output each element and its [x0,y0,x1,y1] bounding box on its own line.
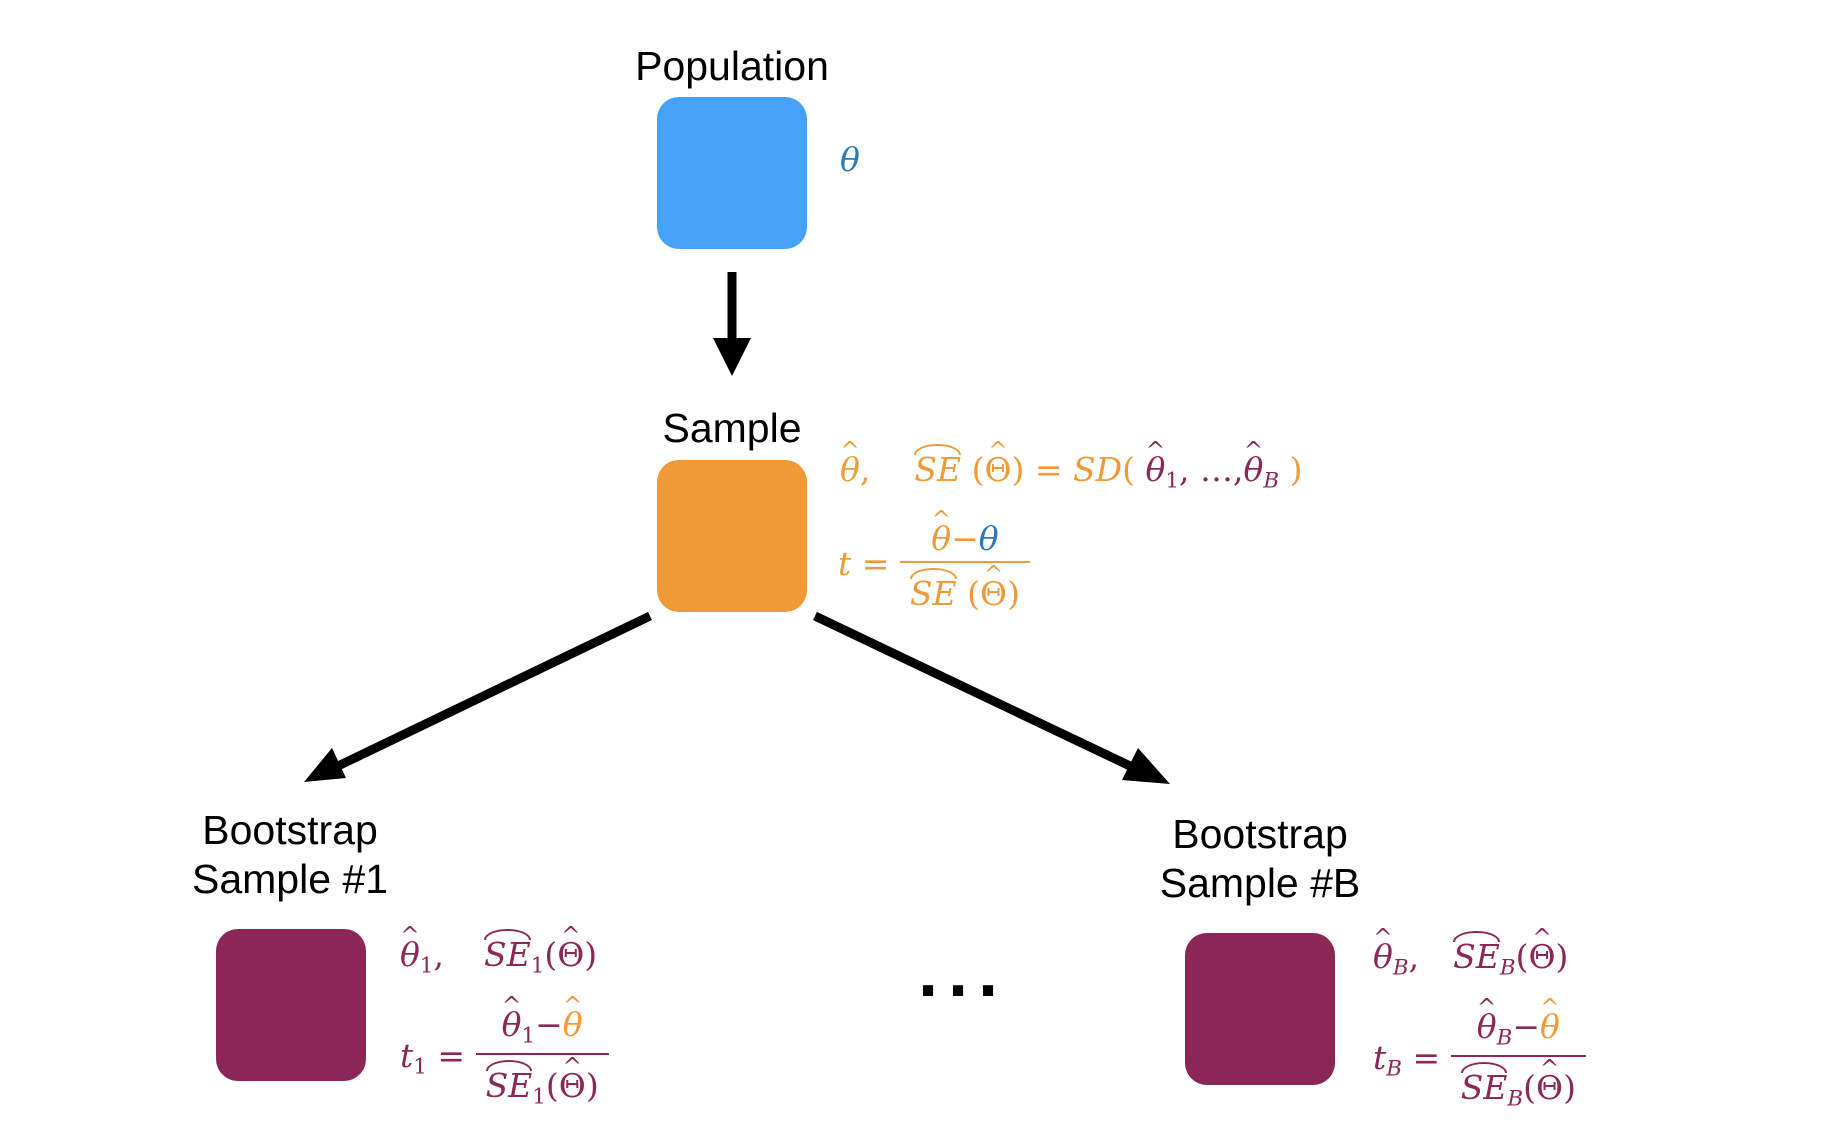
ellipsis: ··· [918,951,1008,1031]
boot1-box [216,929,366,1081]
bootB-label: Bootstrap Sample #B [1159,811,1361,906]
arrow-sample-to-boot1 [304,611,652,782]
boot1-t-formula: t1 = θ1−θ SE1(Θ) [400,995,609,1108]
boot1-label: Bootstrap Sample #1 [191,807,388,902]
sample-t-formula: t = θ−θ SE (Θ) [838,509,1030,610]
bootB-t-formula: tB = θB−θ SEB(Θ) [1373,997,1586,1110]
arrow-sample-to-bootB [813,611,1170,784]
sample-label: Sample [662,405,802,451]
sample-se-formula: θ,SE (Θ) = SD( θ1, …,θB ) [840,440,1303,492]
bootB-box [1185,933,1335,1085]
arrow-population-to-sample [713,272,751,376]
population-theta: θ [840,140,860,179]
boot1-se-formula: θ1,SE1(Θ) [400,925,597,977]
bootB-se-formula: θB,SEB(Θ) [1373,927,1568,979]
population-label: Population [635,43,829,89]
population-box [657,97,807,249]
sample-box [657,460,807,612]
